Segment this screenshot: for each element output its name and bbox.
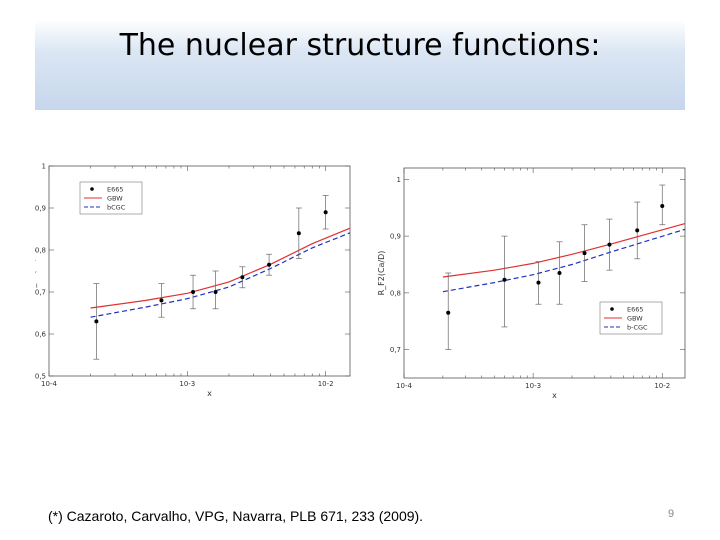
y-tick-label: 0,9 bbox=[35, 205, 46, 213]
data-point bbox=[159, 298, 164, 303]
data-point bbox=[660, 204, 665, 209]
x-tick-label: 10-3 bbox=[179, 380, 195, 388]
y-tick-label: 0,8 bbox=[35, 247, 46, 255]
chart-ca-d: 10-4 10-3 10-2 0,7 0,8 0,9 1 x R_F2(Ca/D) E665GBW… bbox=[377, 167, 686, 398]
data-point bbox=[607, 242, 612, 247]
series-gbw-line bbox=[442, 223, 686, 278]
title-band: The nuclear structure functions: bbox=[35, 20, 685, 110]
y-axis-label: R_F2(Pb/D) bbox=[35, 249, 37, 293]
data-point bbox=[502, 277, 507, 282]
y-tick-label: 0,8 bbox=[390, 289, 401, 297]
series-gbw-line bbox=[90, 227, 351, 309]
legend-marker bbox=[610, 307, 614, 311]
y-tick-label: 0,6 bbox=[35, 331, 47, 339]
data-point bbox=[582, 251, 587, 256]
data-point bbox=[296, 231, 301, 236]
legend-label: GBW bbox=[627, 315, 643, 323]
x-tick-label: 10-2 bbox=[318, 380, 334, 388]
data-point bbox=[557, 271, 562, 275]
x-tick-label: 10-4 bbox=[396, 382, 412, 390]
page-number: 9 bbox=[668, 508, 675, 520]
x-axis-label: x bbox=[552, 391, 557, 398]
series-b-cgc-line bbox=[442, 228, 686, 293]
data-point bbox=[446, 310, 451, 315]
data-point bbox=[240, 275, 245, 280]
x-tick-label: 10-2 bbox=[654, 382, 670, 390]
data-point bbox=[191, 290, 196, 294]
x-tick-label: 10-4 bbox=[41, 380, 57, 388]
legend-label: E665 bbox=[107, 186, 124, 194]
data-point bbox=[267, 262, 272, 267]
legend-marker bbox=[90, 187, 94, 191]
x-tick-label: 10-3 bbox=[525, 382, 541, 390]
y-tick-label: 1 bbox=[397, 176, 401, 184]
legend-label: E665 bbox=[627, 306, 644, 314]
legend-label: bCGC bbox=[107, 204, 126, 212]
y-tick-label: 0,9 bbox=[390, 233, 401, 241]
chart-pb-d: 10-4 10-3 10-2 0,5 0,6 0,7 0,8 0,9 1 x R_F2(Pb/D) E… bbox=[35, 163, 351, 398]
legend-label: b-CGC bbox=[627, 324, 648, 332]
y-axis-label: R_F2(Ca/D) bbox=[377, 251, 386, 296]
citation: (*) Cazaroto, Carvalho, VPG, Navarra, PL… bbox=[48, 508, 424, 524]
series-bcgc-line bbox=[90, 232, 351, 318]
data-point bbox=[213, 290, 218, 294]
data-point bbox=[323, 210, 328, 215]
y-tick-label: 1 bbox=[42, 163, 46, 171]
plot-frame bbox=[48, 165, 351, 377]
y-tick-label: 0,7 bbox=[390, 346, 401, 354]
y-tick-label: 0,7 bbox=[35, 289, 46, 297]
legend-label: GBW bbox=[107, 195, 123, 203]
slide-title: The nuclear structure functions: bbox=[119, 28, 601, 63]
data-point bbox=[635, 228, 640, 233]
data-point bbox=[536, 280, 541, 285]
data-point bbox=[94, 319, 99, 324]
y-tick-label: 0,5 bbox=[35, 373, 46, 381]
x-axis-label: x bbox=[207, 389, 212, 398]
plot-frame bbox=[403, 167, 686, 379]
